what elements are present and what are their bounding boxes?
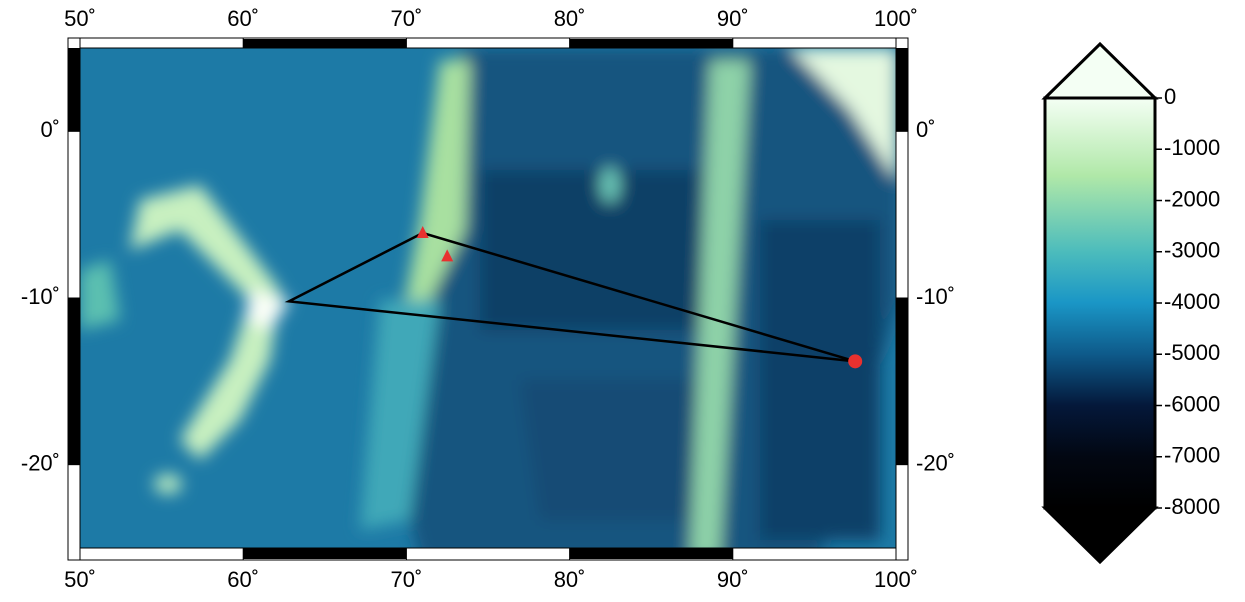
x-tick-label: 60˚	[227, 567, 259, 592]
y-tick-label: -10˚	[21, 284, 60, 309]
circle-marker	[848, 354, 862, 368]
x-tick-label: 90˚	[717, 6, 749, 31]
frame-bar	[243, 548, 406, 559]
y-tick-label: -10˚	[916, 284, 955, 309]
y-tick-label: -20˚	[916, 450, 955, 475]
colorbar-label: -7000	[1164, 443, 1220, 468]
colorbar-label: -2000	[1164, 186, 1220, 211]
frame-bar	[570, 39, 733, 48]
x-tick-label: 80˚	[554, 6, 586, 31]
x-tick-label: 70˚	[391, 6, 423, 31]
bathymetry	[80, 48, 900, 560]
frame-bar	[243, 39, 406, 48]
colorbar-label: -1000	[1164, 135, 1220, 160]
x-tick-label: 70˚	[391, 567, 423, 592]
colorbar-label: -6000	[1164, 391, 1220, 416]
colorbar-bottom-triangle	[1045, 508, 1155, 562]
colorbar-top-triangle	[1045, 44, 1155, 98]
colorbar-label: -8000	[1164, 494, 1220, 519]
colorbar-label: -3000	[1164, 238, 1220, 263]
y-tick-label: 0˚	[40, 117, 60, 142]
frame-bar	[68, 298, 80, 465]
x-tick-label: 60˚	[227, 6, 259, 31]
y-tick-label: 0˚	[916, 117, 936, 142]
x-tick-label: 90˚	[717, 567, 749, 592]
colorbar-label: 0	[1164, 84, 1176, 109]
frame-bar	[896, 298, 908, 465]
colorbar-label: -5000	[1164, 340, 1220, 365]
x-tick-label: 100˚	[874, 6, 918, 31]
y-tick-label: -20˚	[21, 450, 60, 475]
colorbar-label: -4000	[1164, 289, 1220, 314]
x-tick-label: 50˚	[64, 567, 96, 592]
frame-bar	[896, 48, 908, 131]
map-figure: 50˚ 50˚ 60˚ 60˚ 70˚ 70˚ 80˚ 80˚ 90˚ 90˚ 100˚ 100˚ 0˚…	[0, 0, 1245, 597]
colorbar	[1045, 98, 1155, 508]
x-tick-label: 100˚	[874, 567, 918, 592]
frame-bar	[570, 548, 733, 559]
frame-bar	[68, 48, 80, 131]
x-tick-label: 50˚	[64, 6, 96, 31]
x-tick-label: 80˚	[554, 567, 586, 592]
